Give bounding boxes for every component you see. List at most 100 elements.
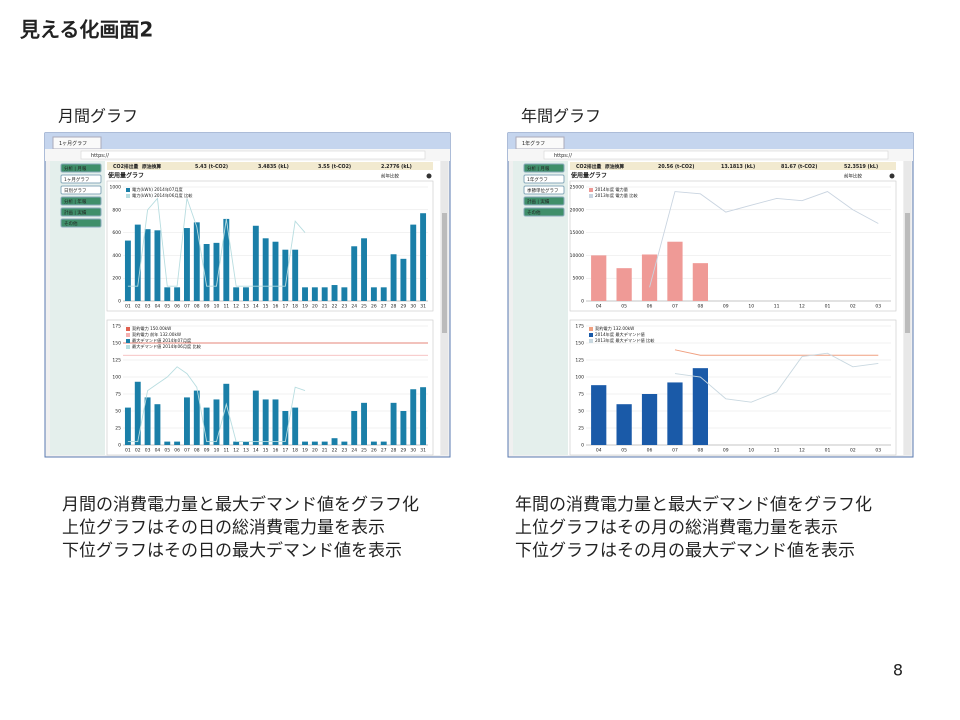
note-line: 下位グラフはその日の最大デマンド値を表示: [62, 540, 402, 561]
line-series: [127, 197, 306, 287]
bar: [144, 397, 151, 445]
x-tick-label: 12: [233, 448, 239, 454]
address-bar: [543, 150, 889, 160]
bar: [164, 287, 171, 301]
bar: [361, 238, 367, 301]
x-tick-label: 04: [596, 304, 602, 310]
x-tick-label: 10: [214, 304, 220, 310]
sidebar-button: [523, 163, 565, 173]
bar: [252, 225, 259, 301]
x-tick-label: 19: [302, 304, 308, 310]
x-tick-label: 19: [302, 448, 308, 454]
x-tick-label: 08: [194, 304, 200, 310]
y-tick-label: 400: [112, 253, 121, 259]
x-tick-label: 02: [850, 304, 856, 310]
bar: [124, 240, 131, 301]
x-tick-label: 26: [371, 448, 377, 454]
x-tick-label: 12: [233, 304, 239, 310]
sidebar-label: 1ヶ月グラフ: [64, 176, 89, 183]
panel-caption: 月間グラフ: [58, 107, 138, 126]
bar: [134, 224, 141, 301]
sidebar-label: 分析 | 月報: [527, 165, 550, 172]
x-tick-label: 23: [342, 304, 348, 310]
bar: [370, 287, 377, 301]
sidebar-button: [60, 174, 102, 184]
x-tick-label: 26: [371, 304, 377, 310]
slide-title: 見える化画面2: [20, 18, 153, 42]
bar: [262, 399, 269, 445]
y-tick-label: 150: [575, 341, 584, 347]
x-tick-label: 03: [875, 304, 881, 310]
x-tick-label: 07: [672, 304, 678, 310]
bar: [292, 249, 299, 301]
y-tick-label: 125: [575, 358, 584, 364]
x-tick-label: 29: [401, 448, 407, 454]
bar: [203, 407, 210, 445]
bar: [203, 244, 210, 301]
x-tick-label: 17: [282, 448, 288, 454]
y-tick-label: 100: [112, 375, 121, 381]
y-tick-label: 50: [578, 409, 584, 415]
bar: [400, 411, 407, 445]
legend-label: 電力(kWh) 2014年06月度 比較: [132, 192, 193, 199]
x-tick-label: 11: [223, 448, 229, 454]
x-tick-label: 06: [647, 304, 653, 310]
stat-text: 20.56 (t-CO2): [658, 164, 694, 170]
stat-text: 3.55 (t-CO2): [318, 164, 351, 170]
y-tick-label: 25000: [570, 185, 584, 191]
x-tick-label: 08: [194, 448, 200, 454]
bar: [193, 222, 200, 301]
x-tick-label: 10: [214, 448, 220, 454]
stat-text: 2.2776 (kL): [381, 164, 412, 170]
panel-caption: 年間グラフ: [521, 107, 601, 126]
bar: [193, 390, 200, 445]
x-tick-label: 06: [647, 448, 653, 454]
sidebar-button: [523, 174, 565, 184]
stats-row: [570, 162, 896, 170]
x-tick-label: 13: [243, 304, 249, 310]
chart-frame: [106, 319, 434, 456]
x-tick-label: 02: [850, 448, 856, 454]
stat-text: 81.67 (t-CO2): [781, 164, 817, 170]
x-tick-label: 02: [135, 304, 141, 310]
x-tick-label: 24: [351, 448, 357, 454]
bar: [361, 402, 367, 445]
stat-text: CO2排出量: [576, 163, 602, 170]
x-tick-label: 09: [723, 448, 729, 454]
x-tick-label: 15: [263, 448, 269, 454]
stat-text: 原油換算: [605, 163, 624, 170]
bar: [331, 438, 338, 445]
x-tick-label: 01: [125, 448, 131, 454]
y-tick-label: 10000: [570, 253, 584, 259]
x-tick-label: 12: [799, 448, 805, 454]
bar: [591, 255, 607, 301]
x-tick-label: 03: [145, 304, 151, 310]
legend-swatch: [589, 333, 593, 337]
bar: [616, 404, 632, 445]
x-tick-label: 31: [420, 304, 426, 310]
bar: [134, 381, 141, 445]
legend-swatch: [589, 194, 593, 198]
sidebar-button: [60, 185, 102, 195]
bar: [351, 411, 358, 445]
x-tick-label: 18: [292, 448, 298, 454]
graph-title: 使用量グラフ: [570, 172, 607, 180]
bar: [692, 368, 708, 445]
tab-label: 1ヶ月グラフ: [59, 140, 87, 147]
y-tick-label: 125: [112, 358, 121, 364]
bar: [341, 441, 348, 445]
y-tick-label: 0: [118, 443, 121, 449]
x-tick-label: 18: [292, 304, 298, 310]
x-tick-label: 01: [825, 304, 831, 310]
bar: [154, 230, 161, 301]
x-tick-label: 07: [672, 448, 678, 454]
x-tick-label: 27: [381, 448, 387, 454]
x-tick-label: 09: [723, 304, 729, 310]
y-tick-label: 0: [581, 299, 584, 305]
x-tick-label: 16: [273, 304, 279, 310]
bar: [390, 254, 397, 301]
bar: [420, 213, 427, 301]
sidebar-label: 分析 | 年報: [64, 198, 87, 205]
y-tick-label: 1000: [110, 185, 122, 191]
